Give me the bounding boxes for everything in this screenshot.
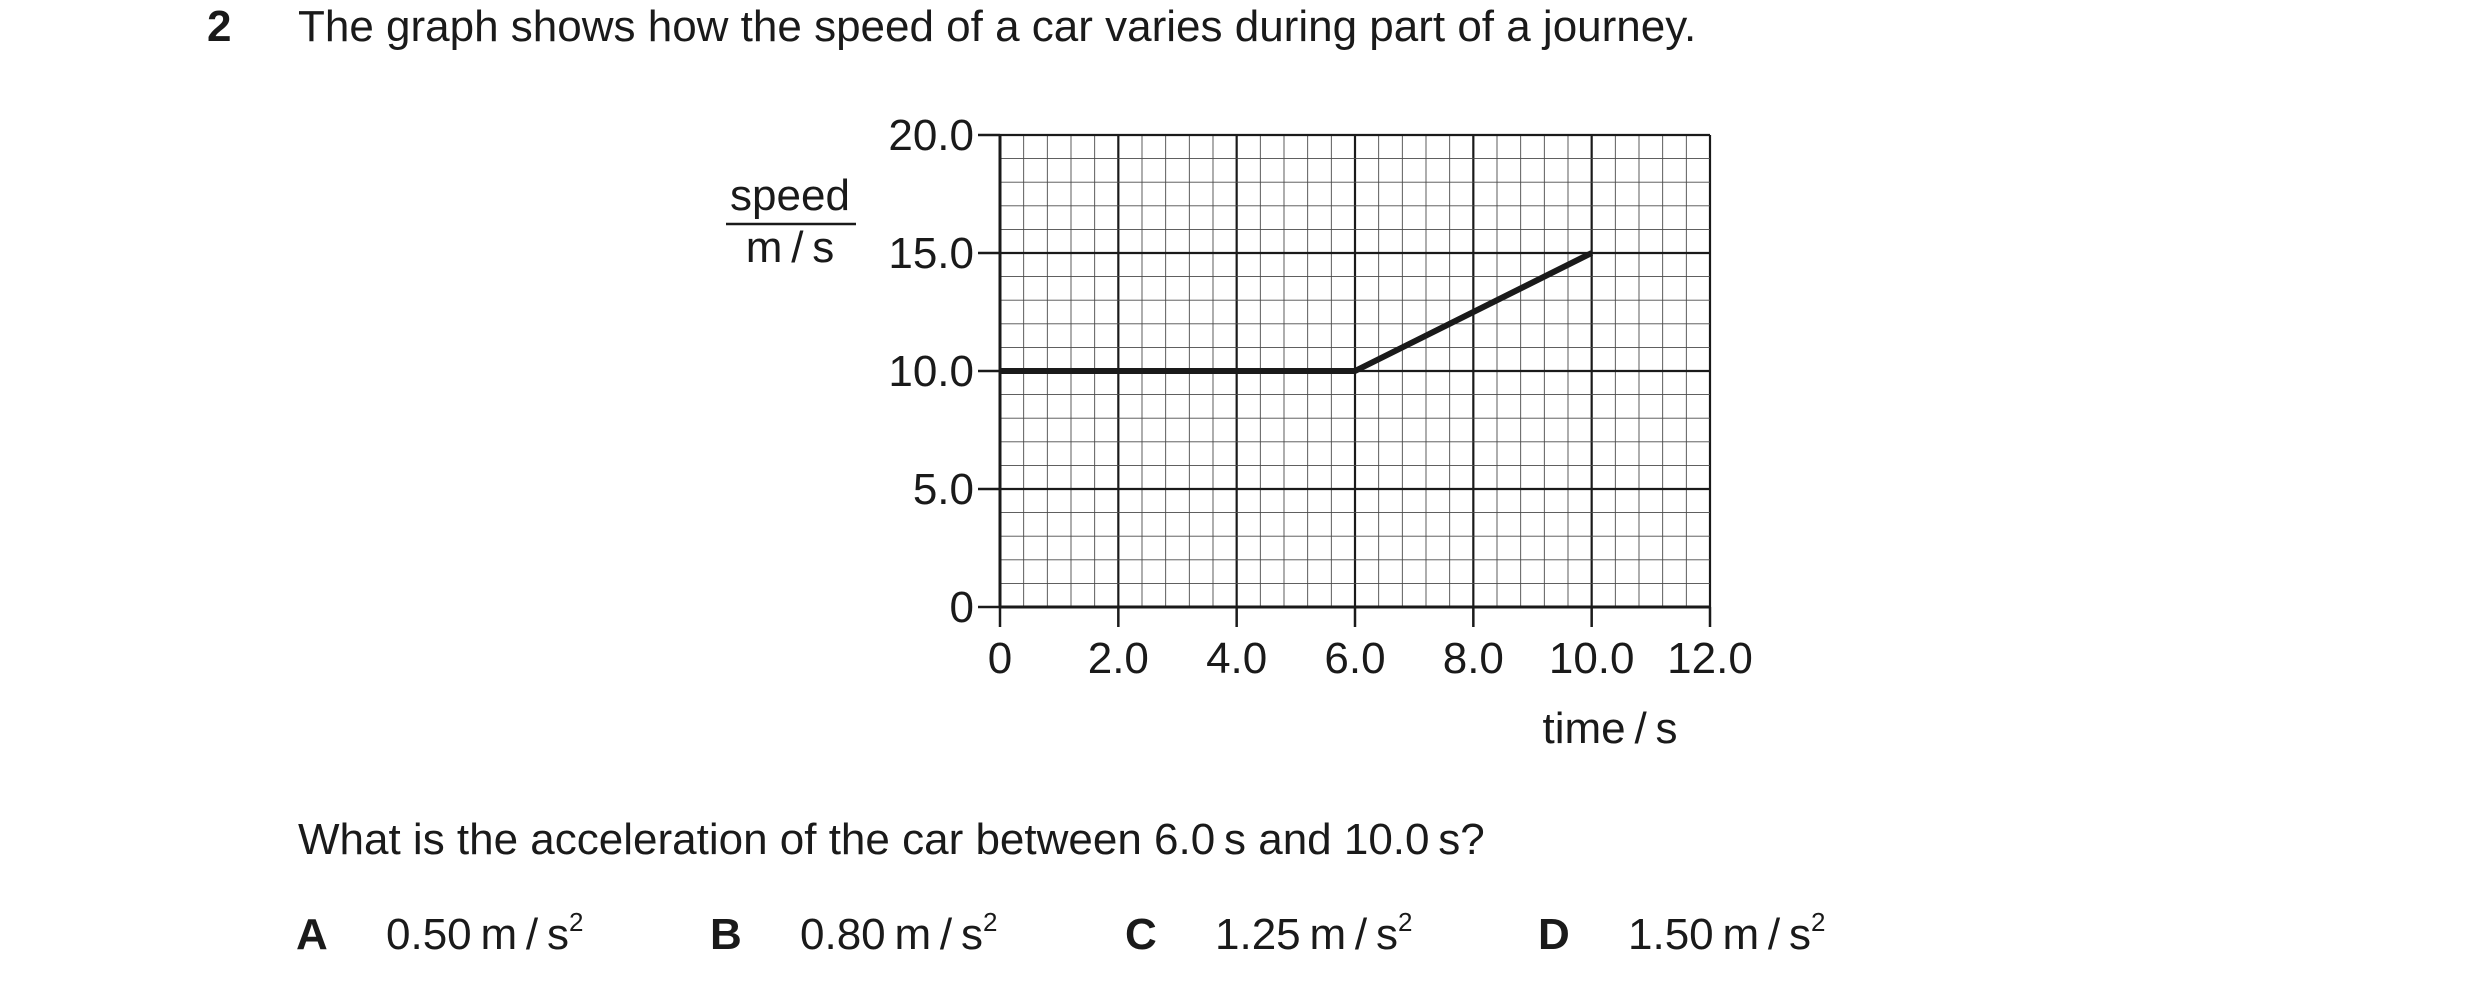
- sub-question: What is the acceleration of the car betw…: [298, 815, 1485, 864]
- speed-series-line: [1000, 250, 1594, 374]
- x-tick-label: 0: [988, 634, 1012, 683]
- axes: [978, 133, 1712, 627]
- answer-options: A 0.50 m / s2 B 0.80 m / s2 C 1.25 m / s…: [0, 909, 2480, 980]
- option-c-value: 1.25 m / s2: [1215, 907, 1413, 960]
- x-tick-label: 8.0: [1443, 634, 1504, 683]
- question-number: 2: [207, 2, 232, 51]
- option-a-value: 0.50 m / s2: [386, 907, 584, 960]
- option-b[interactable]: B 0.80 m / s2: [710, 909, 997, 960]
- option-d-exponent: 2: [1810, 907, 1826, 937]
- option-d-value: 1.50 m / s2: [1628, 907, 1826, 960]
- x-tick-label: 4.0: [1206, 634, 1267, 683]
- speed-time-graph: 0 5.0 10.0 15.0 20.0 0 2.0 4.0 6.0 8.0 10.0 12.0 sp…: [726, 111, 1753, 753]
- option-d-letter: D: [1538, 910, 1570, 959]
- option-a-unit-text: 0.50 m / s: [386, 910, 569, 959]
- y-tick-label: 10.0: [888, 347, 974, 396]
- y-tick-label: 15.0: [888, 229, 974, 278]
- option-d[interactable]: D 1.50 m / s2: [1538, 909, 1825, 960]
- option-c-letter: C: [1125, 910, 1157, 959]
- y-tick-label: 5.0: [913, 465, 974, 514]
- x-tick-label: 12.0: [1667, 634, 1753, 683]
- axis-labels: speed m / s time / s: [726, 171, 1677, 753]
- x-tick-label: 10.0: [1549, 634, 1635, 683]
- y-tick-label: 20.0: [888, 111, 974, 160]
- option-b-unit-text: 0.80 m / s: [800, 910, 983, 959]
- x-tick-label: 2.0: [1088, 634, 1149, 683]
- y-axis-label-unit: m / s: [746, 223, 835, 272]
- option-a-exponent: 2: [568, 907, 584, 937]
- x-axis-label: time / s: [1543, 704, 1678, 753]
- option-b-value: 0.80 m / s2: [800, 907, 998, 960]
- y-tick-label: 0: [950, 583, 974, 632]
- option-a-letter: A: [296, 910, 328, 959]
- option-d-unit-text: 1.50 m / s: [1628, 910, 1811, 959]
- question-stem: The graph shows how the speed of a car v…: [298, 2, 1697, 51]
- option-c-unit-text: 1.25 m / s: [1215, 910, 1398, 959]
- series: [1000, 250, 1594, 374]
- option-a[interactable]: A 0.50 m / s2: [296, 909, 583, 960]
- option-c-exponent: 2: [1397, 907, 1413, 937]
- option-c[interactable]: C 1.25 m / s2: [1125, 909, 1412, 960]
- tick-labels: 0 5.0 10.0 15.0 20.0 0 2.0 4.0 6.0 8.0 10.0 12.0: [888, 111, 1752, 683]
- option-b-letter: B: [710, 910, 742, 959]
- y-axis-label-quantity: speed: [730, 171, 850, 220]
- option-b-exponent: 2: [982, 907, 998, 937]
- chart-container: 0 5.0 10.0 15.0 20.0 0 2.0 4.0 6.0 8.0 10.0 12.0 sp…: [726, 111, 1753, 753]
- x-tick-label: 6.0: [1324, 634, 1385, 683]
